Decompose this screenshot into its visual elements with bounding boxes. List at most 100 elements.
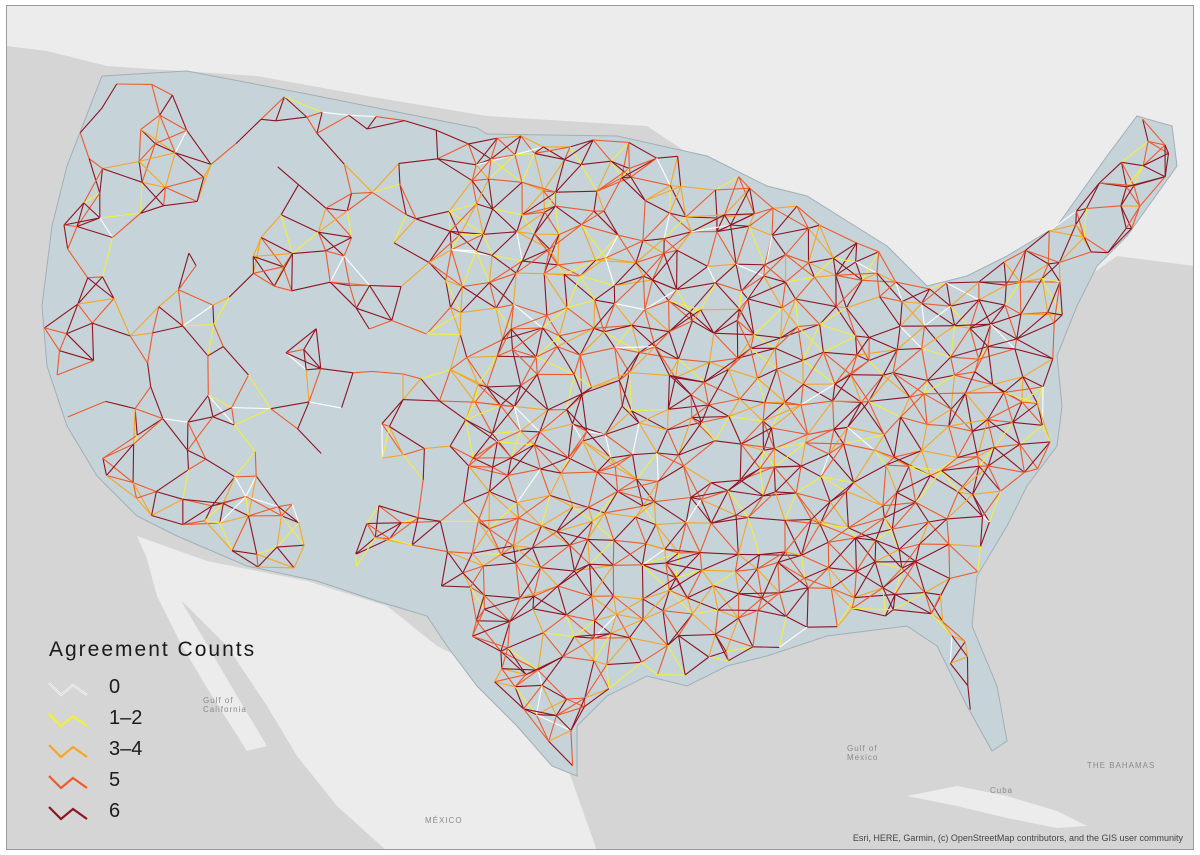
network-edge xyxy=(450,356,468,371)
network-edge xyxy=(252,237,262,257)
network-edge xyxy=(573,374,583,395)
network-edge xyxy=(656,645,669,675)
network-edge xyxy=(846,490,884,507)
network-edge xyxy=(593,632,611,639)
network-edge xyxy=(850,374,862,403)
network-edge xyxy=(233,408,271,426)
network-edge xyxy=(426,312,461,335)
network-edge xyxy=(610,457,637,480)
network-edge xyxy=(1020,278,1043,315)
network-edge xyxy=(468,137,498,145)
network-edge xyxy=(655,524,666,550)
network-edge xyxy=(972,419,988,432)
network-edge xyxy=(605,257,615,286)
network-edge xyxy=(588,506,605,514)
network-edge xyxy=(852,607,886,617)
network-edge xyxy=(819,224,857,244)
network-edge xyxy=(560,440,584,474)
legend-title: Agreement Counts xyxy=(49,638,257,661)
network-edge xyxy=(715,263,737,284)
network-edge xyxy=(276,522,300,548)
network-edge xyxy=(777,562,781,593)
network-edge xyxy=(972,465,989,495)
network-map[interactable] xyxy=(7,6,1194,850)
network-edge xyxy=(132,482,153,516)
network-edge xyxy=(247,515,258,555)
network-edge xyxy=(948,544,951,579)
network-edge xyxy=(850,374,884,376)
network-edge xyxy=(929,282,947,290)
network-edge xyxy=(140,128,176,154)
network-edge xyxy=(662,597,688,612)
network-edge xyxy=(471,164,477,181)
network-edge xyxy=(957,456,978,459)
network-edge xyxy=(701,553,739,571)
network-edge xyxy=(652,279,670,302)
network-edge xyxy=(615,466,637,480)
network-edge xyxy=(834,383,862,403)
network-edge xyxy=(610,618,644,635)
network-edge xyxy=(1003,392,1014,423)
network-edge xyxy=(668,300,670,332)
network-edge xyxy=(709,357,738,363)
network-edge xyxy=(580,164,598,192)
network-edge xyxy=(949,306,956,326)
network-edge xyxy=(542,190,556,207)
network-edge xyxy=(329,281,357,309)
network-edge xyxy=(540,567,559,587)
network-edge xyxy=(159,94,173,116)
network-edge xyxy=(747,298,783,309)
network-edge xyxy=(882,587,894,610)
network-edge xyxy=(879,296,903,303)
network-edge xyxy=(684,656,710,676)
network-edge xyxy=(923,393,928,425)
network-edge xyxy=(278,506,300,524)
network-edge xyxy=(669,185,687,218)
network-edge xyxy=(665,563,670,591)
network-edge xyxy=(492,441,498,468)
network-edge xyxy=(222,346,249,376)
network-edge xyxy=(440,551,449,587)
network-edge xyxy=(690,394,709,406)
network-edge xyxy=(978,261,1005,283)
network-edge xyxy=(642,589,670,600)
network-edge xyxy=(291,504,300,523)
network-edge xyxy=(204,503,224,522)
network-edge xyxy=(1164,153,1170,177)
network-edge xyxy=(668,394,692,410)
network-edge xyxy=(515,562,521,599)
network-edge xyxy=(488,502,518,530)
legend-swatch-icon xyxy=(48,805,88,820)
network-edge xyxy=(439,521,449,552)
network-edge xyxy=(533,567,542,597)
network-edge xyxy=(402,454,424,481)
network-edge xyxy=(355,307,370,330)
network-edge xyxy=(1023,441,1051,473)
network-edge xyxy=(99,168,104,194)
network-edge xyxy=(621,157,657,179)
network-edge xyxy=(76,225,113,239)
network-edge xyxy=(703,357,739,383)
network-edge xyxy=(280,214,293,254)
network-edge xyxy=(447,551,473,554)
network-edge xyxy=(378,505,419,519)
network-edge xyxy=(580,275,615,287)
network-edge xyxy=(667,421,702,431)
network-edge xyxy=(834,354,858,385)
network-edge xyxy=(317,231,327,252)
network-edge xyxy=(785,276,815,283)
network-edge xyxy=(618,372,630,381)
network-edge xyxy=(1022,376,1044,388)
network-edge xyxy=(482,565,485,596)
network-edge xyxy=(703,382,710,406)
network-edge xyxy=(714,189,718,219)
network-edge xyxy=(132,482,138,499)
network-edge xyxy=(165,186,198,203)
network-edge xyxy=(591,564,614,597)
network-edge xyxy=(614,279,653,287)
network-edge xyxy=(801,541,829,556)
legend-item: 6 xyxy=(47,796,297,827)
network-edge xyxy=(617,490,655,503)
network-edge xyxy=(686,597,694,615)
network-edge xyxy=(513,525,542,547)
